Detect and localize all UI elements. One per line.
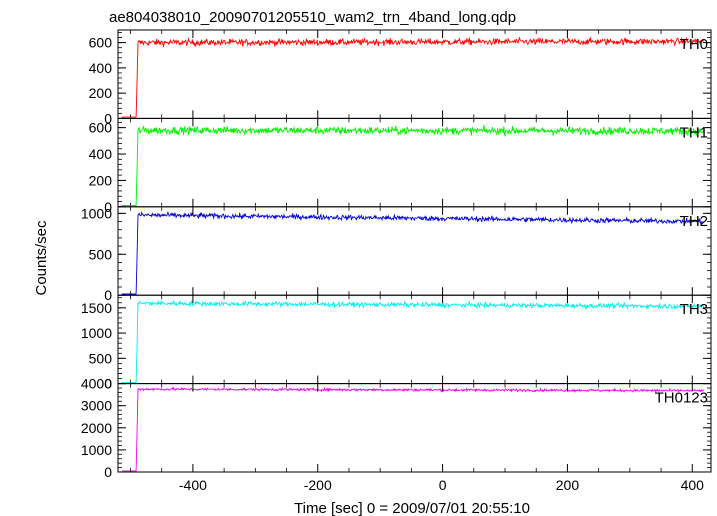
y-tick-label: 0: [104, 287, 112, 303]
y-tick-label: 500: [89, 350, 113, 366]
panel-frame-th0123: [117, 383, 712, 473]
series-line-th2: [121, 210, 704, 295]
series-line-th0123: [121, 386, 704, 472]
x-axis-label: Time [sec] 0 = 2009/07/01 20:55:10: [294, 500, 530, 516]
y-tick-label: 500: [89, 246, 113, 262]
y-tick-label: 200: [89, 172, 113, 188]
y-tick-label: 3000: [81, 398, 112, 414]
y-tick-label: 1000: [81, 325, 112, 341]
y-axis-label: Counts/sec: [33, 220, 50, 296]
panels-group: 0 200 400 600 TH0 0 200 400 600 TH1 0 500 1000 TH2 0 50…: [81, 29, 712, 493]
x-tick-label: -400: [179, 477, 207, 493]
y-tick-label: 1000: [81, 442, 112, 458]
x-tick-label: 200: [556, 477, 580, 493]
panel-frame-th3: [117, 294, 712, 385]
y-tick-label: 0: [104, 110, 112, 126]
series-label-th0123: TH0123: [655, 390, 708, 407]
y-tick-label: 600: [89, 35, 113, 51]
y-tick-label: 0: [104, 199, 112, 215]
series-label-th1: TH1: [680, 124, 708, 141]
y-tick-label: 400: [89, 60, 113, 76]
y-tick-label: 1500: [81, 300, 112, 316]
chart-title: ae804038010_20090701205510_wam2_trn_4ban…: [109, 9, 516, 26]
series-line-th1: [121, 125, 704, 206]
series-label-th0: TH0: [680, 36, 708, 53]
series-label-th3: TH3: [680, 301, 708, 318]
series-line-th3: [121, 299, 704, 384]
y-tick-label: 400: [89, 146, 113, 162]
x-tick-label: 0: [439, 477, 447, 493]
y-tick-label: 1000: [81, 205, 112, 221]
x-tick-label: 400: [681, 477, 705, 493]
y-tick-label: 4000: [81, 376, 112, 392]
series-label-th2: TH2: [680, 213, 708, 230]
y-tick-label: 0: [104, 464, 112, 480]
y-tick-label: 2000: [81, 420, 112, 436]
series-line-th0: [121, 36, 704, 118]
x-tick-label: -200: [304, 477, 332, 493]
y-tick-label: 0: [104, 376, 112, 392]
y-tick-label: 200: [89, 85, 113, 101]
y-tick-label: 600: [89, 120, 113, 136]
